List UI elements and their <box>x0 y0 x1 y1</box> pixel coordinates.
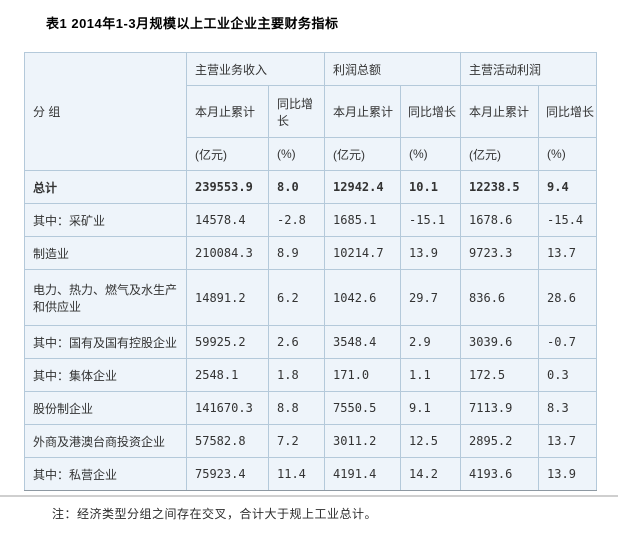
horizontal-rule <box>0 495 618 497</box>
financial-indicators-table: 分 组 主营业务收入 利润总额 主营活动利润 本月止累计 同比增长 本月止累计 … <box>24 52 598 491</box>
cell-revenue-yoy: 8.9 <box>267 236 326 270</box>
cell-revenue-cumulative: 14891.2 <box>186 269 269 326</box>
cell-revenue-cumulative: 141670.3 <box>186 391 269 425</box>
cell-revenue-cumulative: 59925.2 <box>186 325 269 359</box>
header-main-operating-profit: 主营活动利润 <box>460 52 598 86</box>
cell-revenue-cumulative: 75923.4 <box>186 457 269 491</box>
cell-profit-cumulative: 3548.4 <box>324 325 402 359</box>
header-yoy-1: 同比增长 <box>267 85 326 138</box>
cell-profit-yoy: 13.9 <box>400 236 462 270</box>
cell-profit-yoy: -15.1 <box>400 203 462 237</box>
cell-revenue-yoy: -2.8 <box>267 203 326 237</box>
cell-operating-profit-cumulative: 2895.2 <box>460 424 540 458</box>
cell-operating-profit-yoy: -0.7 <box>538 325 598 359</box>
table-row: 股份制企业 141670.3 8.8 7550.5 9.1 7113.9 8.3 <box>24 391 598 425</box>
unit-percent-1: (%) <box>267 137 326 171</box>
cell-profit-cumulative: 3011.2 <box>324 424 402 458</box>
row-label: 外商及港澳台商投资企业 <box>24 424 187 458</box>
cell-revenue-cumulative: 239553.9 <box>186 170 269 204</box>
header-group-column: 分 组 <box>24 52 187 171</box>
cell-operating-profit-yoy: -15.4 <box>538 203 598 237</box>
cell-profit-cumulative: 12942.4 <box>324 170 402 204</box>
cell-operating-profit-yoy: 13.9 <box>538 457 598 491</box>
table-row: 其中：私营企业 75923.4 11.4 4191.4 14.2 4193.6 … <box>24 457 598 491</box>
table-row: 总计 239553.9 8.0 12942.4 10.1 12238.5 9.4 <box>24 170 598 204</box>
header-cumulative-3: 本月止累计 <box>460 85 540 138</box>
table-row: 其中：国有及国有控股企业 59925.2 2.6 3548.4 2.9 3039… <box>24 325 598 359</box>
cell-revenue-yoy: 2.6 <box>267 325 326 359</box>
header-row-subheaders: 本月止累计 同比增长 本月止累计 同比增长 本月止累计 同比增长 <box>25 85 598 138</box>
header-main-business-revenue: 主营业务收入 <box>185 52 326 86</box>
cell-profit-yoy: 9.1 <box>400 391 462 425</box>
header-cumulative-2: 本月止累计 <box>324 85 402 138</box>
table-row: 外商及港澳台商投资企业 57582.8 7.2 3011.2 12.5 2895… <box>24 424 598 458</box>
header-yoy-2: 同比增长 <box>400 85 462 138</box>
table-row: 制造业 210084.3 8.9 10214.7 13.9 9723.3 13.… <box>24 236 598 270</box>
row-label: 股份制企业 <box>24 391 187 425</box>
header-row-groups: 分 组 主营业务收入 利润总额 主营活动利润 <box>24 52 598 171</box>
cell-operating-profit-cumulative: 4193.6 <box>460 457 540 491</box>
cell-revenue-cumulative: 57582.8 <box>186 424 269 458</box>
table-body: 总计 239553.9 8.0 12942.4 10.1 12238.5 9.4… <box>24 170 598 491</box>
cell-revenue-yoy: 1.8 <box>267 358 326 392</box>
page-title: 表1 2014年1-3月规模以上工业企业主要财务指标 <box>46 16 339 31</box>
unit-value-1: (亿元) <box>186 137 269 171</box>
cell-profit-yoy: 1.1 <box>400 358 462 392</box>
cell-revenue-yoy: 8.0 <box>267 170 326 204</box>
cell-profit-cumulative: 4191.4 <box>324 457 402 491</box>
cell-profit-cumulative: 10214.7 <box>324 236 402 270</box>
cell-profit-yoy: 14.2 <box>400 457 462 491</box>
header-total-profit: 利润总额 <box>324 52 462 86</box>
cell-revenue-yoy: 8.8 <box>267 391 326 425</box>
cell-revenue-yoy: 6.2 <box>267 269 326 326</box>
table-row: 其中：集体企业 2548.1 1.8 171.0 1.1 172.5 0.3 <box>24 358 598 392</box>
cell-operating-profit-yoy: 13.7 <box>538 424 598 458</box>
cell-operating-profit-yoy: 13.7 <box>538 236 598 270</box>
cell-revenue-cumulative: 210084.3 <box>186 236 269 270</box>
row-label: 总计 <box>24 170 187 204</box>
row-label: 其中：采矿业 <box>24 203 187 237</box>
cell-operating-profit-cumulative: 3039.6 <box>460 325 540 359</box>
header-cumulative-1: 本月止累计 <box>186 85 269 138</box>
cell-revenue-yoy: 11.4 <box>267 457 326 491</box>
header-yoy-3: 同比增长 <box>538 85 598 138</box>
cell-operating-profit-yoy: 9.4 <box>538 170 598 204</box>
table-row: 其中：采矿业 14578.4 -2.8 1685.1 -15.1 1678.6 … <box>24 203 598 237</box>
unit-percent-3: (%) <box>538 137 598 171</box>
cell-profit-yoy: 12.5 <box>400 424 462 458</box>
footnote: 注：经济类型分组之间存在交叉，合计大于规上工业总计。 <box>52 507 378 521</box>
unit-percent-2: (%) <box>400 137 462 171</box>
cell-operating-profit-cumulative: 172.5 <box>460 358 540 392</box>
cell-profit-yoy: 10.1 <box>400 170 462 204</box>
cell-profit-yoy: 29.7 <box>400 269 462 326</box>
row-label: 其中：集体企业 <box>24 358 187 392</box>
cell-profit-cumulative: 1685.1 <box>324 203 402 237</box>
cell-revenue-cumulative: 2548.1 <box>186 358 269 392</box>
cell-operating-profit-yoy: 28.6 <box>538 269 598 326</box>
cell-operating-profit-cumulative: 836.6 <box>460 269 540 326</box>
cell-operating-profit-yoy: 0.3 <box>538 358 598 392</box>
row-label: 电力、热力、燃气及水生产和供应业 <box>24 269 187 326</box>
cell-operating-profit-cumulative: 12238.5 <box>460 170 540 204</box>
unit-value-2: (亿元) <box>324 137 402 171</box>
cell-profit-cumulative: 7550.5 <box>324 391 402 425</box>
cell-revenue-yoy: 7.2 <box>267 424 326 458</box>
table-header: 分 组 主营业务收入 利润总额 主营活动利润 本月止累计 同比增长 本月止累计 … <box>24 52 598 171</box>
cell-profit-cumulative: 171.0 <box>324 358 402 392</box>
cell-operating-profit-cumulative: 9723.3 <box>460 236 540 270</box>
row-label: 制造业 <box>24 236 187 270</box>
cell-operating-profit-yoy: 8.3 <box>538 391 598 425</box>
cell-revenue-cumulative: 14578.4 <box>186 203 269 237</box>
cell-profit-cumulative: 1042.6 <box>324 269 402 326</box>
table-row: 电力、热力、燃气及水生产和供应业 14891.2 6.2 1042.6 29.7… <box>24 269 598 326</box>
unit-value-3: (亿元) <box>460 137 540 171</box>
row-label: 其中：私营企业 <box>24 457 187 491</box>
cell-operating-profit-cumulative: 1678.6 <box>460 203 540 237</box>
cell-profit-yoy: 2.9 <box>400 325 462 359</box>
cell-operating-profit-cumulative: 7113.9 <box>460 391 540 425</box>
row-label: 其中：国有及国有控股企业 <box>24 325 187 359</box>
